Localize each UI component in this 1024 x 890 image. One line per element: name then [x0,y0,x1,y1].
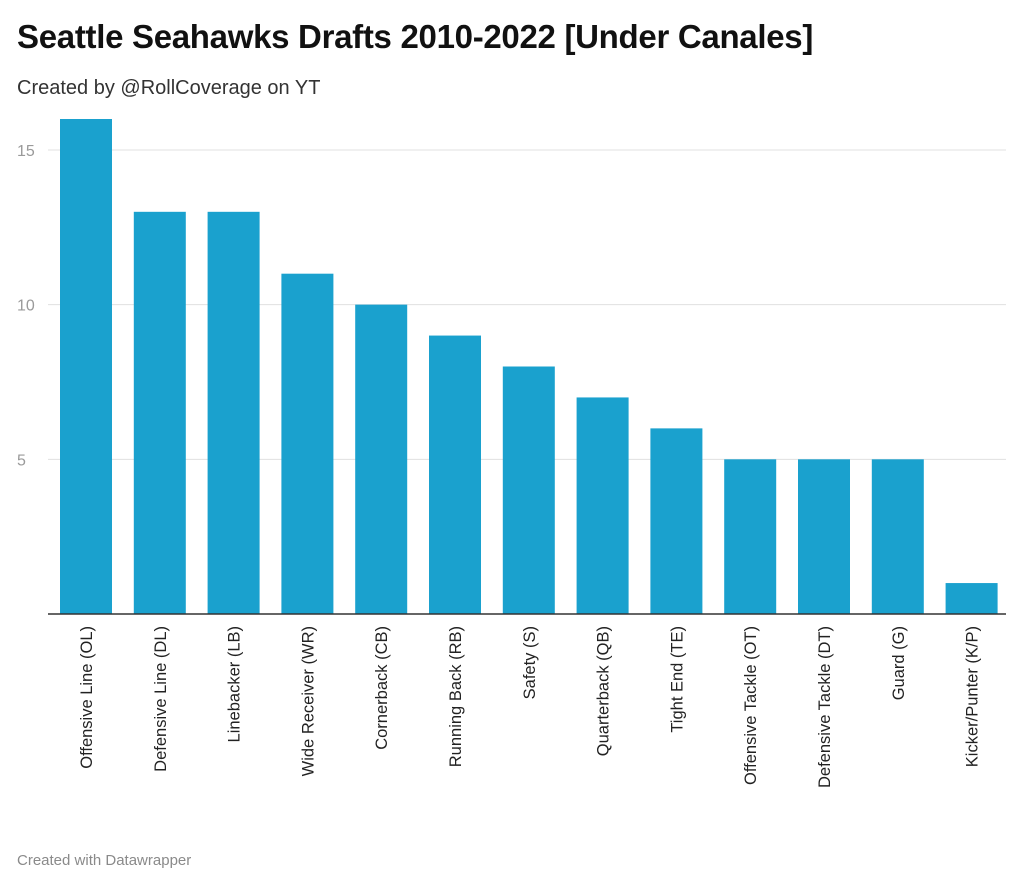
x-tick-label: Offensive Line (OL) [78,626,96,769]
bar-6 [429,335,481,614]
bar-11 [798,459,850,614]
x-tick-label: Kicker/Punter (K/P) [964,626,982,767]
x-tick-label: Cornerback (CB) [373,626,391,750]
datawrapper-credit: Created with Datawrapper [17,852,192,869]
x-tick-label: Defensive Tackle (DT) [816,626,834,788]
x-tick-label: Tight End (TE) [668,626,686,733]
bar-2 [133,211,186,614]
y-axis-ticks: 5 10 15 [17,143,35,469]
bar-10 [724,459,777,614]
x-tick-label: Defensive Line (DL) [152,626,170,772]
y-tick-label: 5 [17,452,26,469]
y-tick-label: 10 [17,298,35,315]
bar-5 [355,304,408,614]
bar-1 [60,119,112,614]
bars [60,119,998,614]
chart-title: Seattle Seahawks Drafts 2010-2022 [Under… [17,18,814,55]
bar-13 [945,583,998,614]
y-tick-label: 15 [17,143,35,160]
x-tick-label: Running Back (RB) [447,626,465,767]
x-tick-label: Linebacker (LB) [226,626,244,742]
chart-subtitle: Created by @RollCoverage on YT [17,77,321,99]
x-tick-label: Guard (G) [890,626,908,700]
x-tick-label: Quarterback (QB) [595,626,613,756]
x-tick-label: Offensive Tackle (OT) [742,626,760,785]
bar-7 [502,366,555,614]
bar-4 [281,273,334,614]
bar-8 [576,397,629,614]
bar-3 [207,211,260,614]
bar-9 [650,428,703,614]
x-tick-label: Safety (S) [521,626,539,699]
x-tick-label: Wide Receiver (WR) [299,626,317,776]
x-axis-ticks: Offensive Line (OL) Defensive Line (DL) Li… [78,626,982,788]
bar-12 [871,459,924,614]
